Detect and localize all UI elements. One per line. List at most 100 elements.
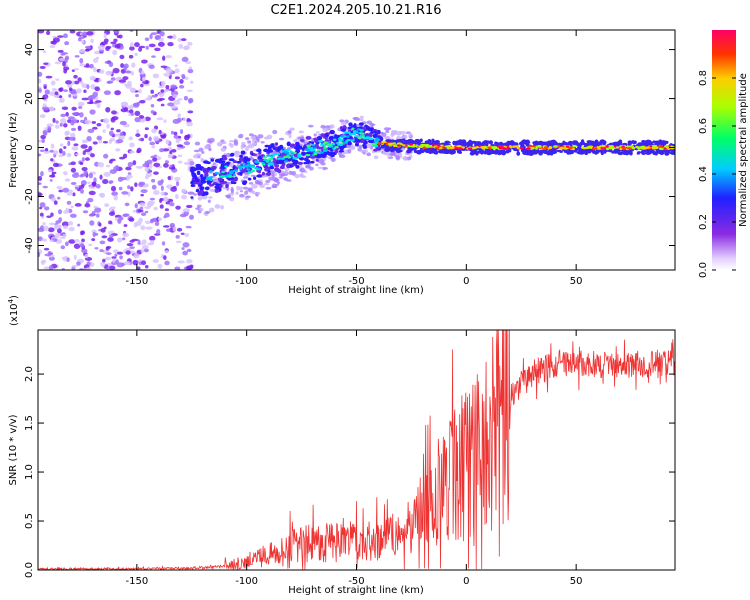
spectrogram-noise-speck (46, 126, 52, 132)
spectrogram-noise-speck (169, 202, 175, 207)
spectrogram-noise-speck (169, 150, 173, 155)
spectrogram-halo-speck (338, 154, 346, 158)
spectrogram-noise-speck (186, 121, 193, 127)
spectrogram-halo-speck (256, 192, 261, 195)
spectrogram-band-speck (530, 150, 537, 155)
spectrogram-noise-speck (159, 148, 165, 153)
spectrogram-noise-speck (50, 80, 56, 86)
spectrogram-noise-speck (58, 87, 63, 93)
spectrogram-noise-speck (79, 49, 86, 53)
spectrogram-noise-speck (76, 88, 82, 94)
spectrogram-noise-speck (180, 194, 187, 200)
y-tick-label: 2.0 (24, 366, 35, 382)
spectrogram-halo-speck (278, 137, 285, 141)
spectrogram-core-speck (658, 145, 663, 149)
spectrogram-noise-speck (119, 120, 127, 126)
spectrogram-noise-speck (140, 70, 145, 75)
spectrogram-core-speck (275, 152, 281, 156)
spectrogram-noise-speck (70, 167, 77, 173)
spectrogram-band-speck (263, 148, 269, 153)
spectrogram-band-speck (355, 139, 362, 143)
spectrogram-noise-speck (183, 141, 191, 146)
spectrogram-noise-speck (79, 119, 86, 123)
spectrogram-core-speck (247, 161, 251, 164)
spectrogram-core-speck (396, 144, 401, 147)
spectrogram-noise-speck (78, 36, 85, 40)
spectrogram-halo-speck (351, 145, 356, 150)
spectrogram-halo-speck (240, 144, 244, 150)
spectrogram-noise-speck (81, 157, 85, 162)
spectrogram-band-speck (534, 140, 538, 144)
spectrogram-noise-speck (39, 225, 45, 231)
spectrogram-noise-speck (91, 181, 97, 187)
spectrogram-noise-speck (68, 87, 73, 91)
spectrogram-halo-speck (234, 150, 240, 154)
spectrogram-halo-speck (402, 155, 408, 161)
spectrogram-band-speck (243, 157, 248, 161)
spectrogram-band-speck (295, 149, 301, 153)
spectrogram-band-speck (506, 149, 510, 153)
spectrogram-noise-speck (92, 66, 97, 73)
spectrogram-noise-speck (84, 119, 92, 125)
spectrogram-noise-speck (144, 37, 150, 41)
spectrogram-noise-speck (163, 162, 169, 168)
spectrogram-noise-speck (184, 233, 190, 237)
spectrogram-core-speck (505, 147, 509, 151)
spectrogram-noise-speck (59, 57, 65, 62)
spectrogram-noise-speck (163, 215, 167, 219)
spectrogram-noise-speck (97, 162, 105, 168)
spectrogram-core-speck (487, 146, 493, 149)
spectrogram-noise-speck (187, 68, 194, 74)
spectrogram-halo-speck (263, 182, 270, 186)
spectrogram-core-speck (365, 136, 372, 140)
spectrogram-noise-speck (105, 70, 113, 76)
spectrogram-noise-speck (73, 143, 79, 147)
spectrogram-noise-speck (93, 177, 97, 183)
spectrogram-noise-speck (138, 45, 146, 49)
spectrogram-noise-speck (151, 184, 157, 190)
spectrogram-noise-speck (178, 135, 182, 139)
spectrogram-noise-speck (183, 161, 191, 166)
spectrogram-noise-speck (86, 84, 90, 90)
spectrogram-noise-speck (167, 176, 172, 180)
spectrogram-noise-speck (116, 129, 121, 133)
spectrogram-halo-speck (288, 133, 292, 139)
spectrogram-marks (38, 30, 675, 270)
spectrogram-band-speck (313, 137, 318, 141)
spectrogram-core-speck (396, 142, 402, 145)
spectrogram-band-speck (314, 143, 319, 147)
spectrogram-core-speck (227, 175, 233, 178)
spectrogram-noise-speck (144, 220, 151, 224)
spectrogram-noise-speck (92, 91, 98, 98)
spectrogram-core-speck (374, 141, 379, 144)
spectrogram-noise-speck (69, 132, 76, 138)
spectrogram-noise-speck (59, 122, 63, 127)
spectrogram-band-speck (227, 177, 233, 181)
spectrogram-noise-speck (175, 180, 180, 187)
spectrogram-core-speck (247, 164, 253, 167)
spectrogram-noise-speck (59, 118, 67, 124)
spectrogram-noise-speck (79, 174, 85, 178)
spectrogram-core-speck (305, 153, 311, 157)
spectrogram-band-speck (242, 180, 247, 186)
spectrogram-noise-speck (79, 63, 86, 67)
spectrogram-band-speck (192, 182, 198, 185)
spectrogram-noise-speck (169, 164, 173, 168)
spectrogram-halo-speck (317, 166, 324, 169)
spectrogram-band-speck (211, 165, 217, 169)
spectrogram-noise-speck (128, 136, 134, 141)
spectrogram-band-speck (652, 140, 656, 144)
spectrogram-noise-speck (133, 253, 140, 259)
spectrogram-noise-speck (152, 259, 159, 264)
spectrogram-noise-speck (38, 176, 43, 182)
spectrogram-band-speck (195, 163, 202, 168)
spectrogram-halo-speck (385, 129, 390, 134)
spectrogram-core-speck (310, 149, 316, 152)
spectrogram-band-speck (397, 138, 404, 143)
spectrogram-halo-speck (403, 134, 408, 140)
spectrogram-noise-speck (94, 86, 100, 92)
spectrogram-noise-speck (73, 74, 78, 79)
spectrogram-core-speck (257, 167, 261, 171)
spectrogram-noise-speck (77, 101, 85, 107)
spectrogram-band-speck (463, 143, 467, 146)
